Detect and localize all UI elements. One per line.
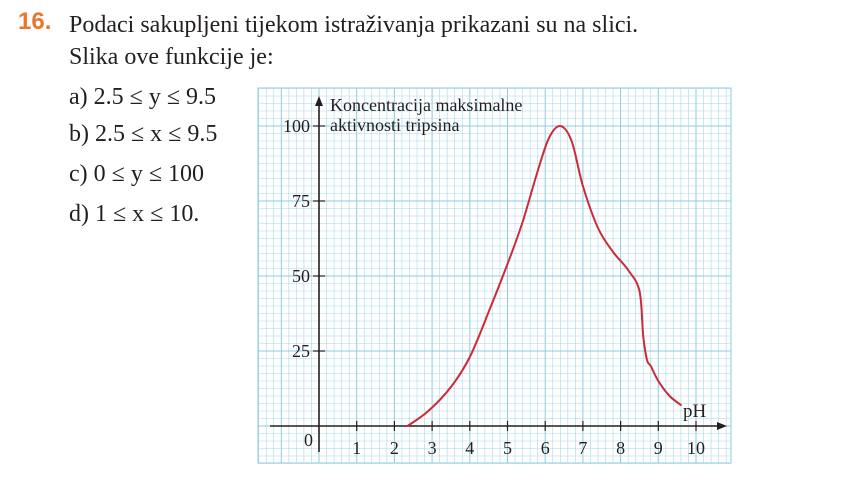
y-tick-label: 100 bbox=[283, 116, 310, 136]
question-text-line-1: Podaci sakupljeni tijekom istraživanja p… bbox=[69, 12, 639, 38]
option-c-text: 0 ≤ y ≤ 100 bbox=[93, 161, 204, 187]
x-axis-arrow bbox=[717, 422, 727, 430]
option-a[interactable]: a) 2.5 ≤ y ≤ 9.5 bbox=[69, 82, 216, 112]
question-text-line-2: Slika ove funkcije je: bbox=[69, 44, 274, 70]
y-axis-label-line-1: Koncentracija maksimalne bbox=[330, 95, 522, 115]
option-c[interactable]: c) 0 ≤ y ≤ 100 bbox=[69, 159, 204, 189]
option-c-label: c) bbox=[69, 161, 88, 187]
chart-series bbox=[406, 124, 682, 427]
x-tick-label: 8 bbox=[616, 438, 625, 458]
chart-axes bbox=[270, 96, 727, 452]
option-d[interactable]: d) 1 ≤ x ≤ 10. bbox=[69, 199, 199, 229]
question-number: 16. bbox=[18, 8, 52, 35]
option-d-text: 1 ≤ x ≤ 10. bbox=[95, 201, 200, 227]
chart-ticks: 1 2 3 4 5 6 7 8 9 10 25 50 75 100 bbox=[283, 116, 705, 458]
x-tick-label: 10 bbox=[687, 438, 705, 458]
x-tick-label: 7 bbox=[578, 438, 587, 458]
y-axis-label-line-2: aktivnosti tripsina bbox=[330, 115, 460, 135]
option-b-text: 2.5 ≤ x ≤ 9.5 bbox=[95, 121, 218, 147]
option-d-label: d) bbox=[69, 201, 89, 227]
option-a-label: a) bbox=[69, 84, 88, 110]
x-tick-label: 3 bbox=[428, 438, 437, 458]
option-b[interactable]: b) 2.5 ≤ x ≤ 9.5 bbox=[69, 119, 217, 149]
x-tick-label: 5 bbox=[503, 438, 512, 458]
x-tick-label: 4 bbox=[465, 438, 474, 458]
origin-label: 0 bbox=[304, 430, 313, 450]
option-b-label: b) bbox=[69, 121, 89, 147]
y-tick-label: 25 bbox=[292, 341, 310, 361]
activity-curve bbox=[406, 124, 682, 427]
y-axis-arrow bbox=[315, 96, 323, 106]
x-tick-label: 9 bbox=[654, 438, 663, 458]
y-tick-label: 75 bbox=[292, 191, 310, 211]
option-a-text: 2.5 ≤ y ≤ 9.5 bbox=[93, 84, 216, 110]
x-tick-label: 2 bbox=[390, 438, 399, 458]
chart-grid bbox=[257, 87, 732, 464]
x-tick-label: 1 bbox=[352, 438, 361, 458]
x-axis-label: pH bbox=[683, 401, 707, 422]
y-tick-label: 50 bbox=[292, 266, 310, 286]
x-tick-label: 6 bbox=[541, 438, 550, 458]
